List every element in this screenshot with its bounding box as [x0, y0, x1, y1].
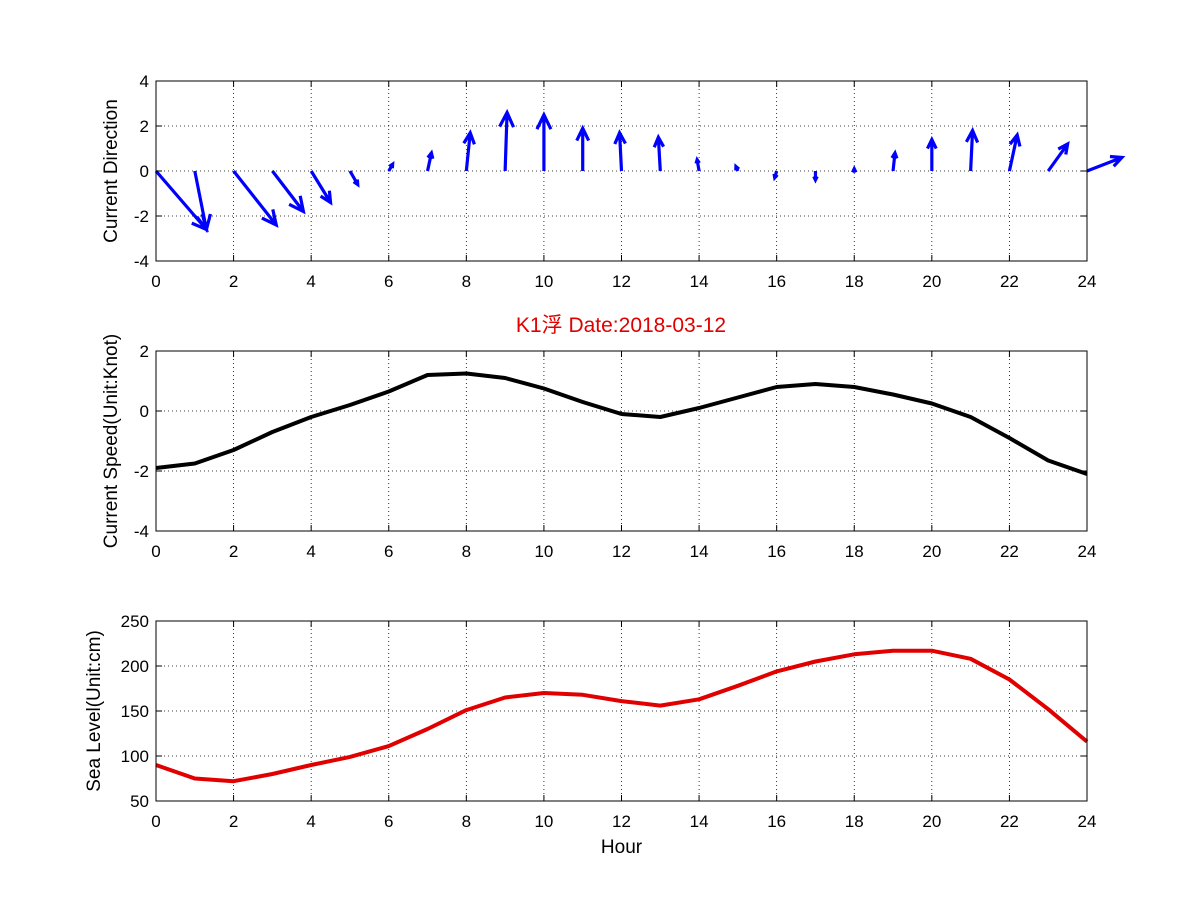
y-tick-label: 250 — [121, 612, 149, 631]
direction-arrow — [812, 171, 819, 184]
x-tick-label: 12 — [612, 812, 631, 831]
direction-arrow — [462, 129, 476, 172]
x-tick-label: 2 — [229, 272, 238, 291]
x-tick-label: 12 — [612, 542, 631, 561]
x-tick-label: 16 — [767, 272, 786, 291]
x-tick-label: 16 — [767, 812, 786, 831]
direction-arrow — [535, 111, 553, 171]
direction-arrow — [1007, 131, 1022, 172]
y-tick-label: -4 — [134, 252, 149, 271]
x-tick-label: 0 — [151, 272, 160, 291]
y-axis-label: Current Direction — [101, 99, 122, 243]
x-tick-label: 20 — [922, 542, 941, 561]
direction-arrow — [575, 124, 591, 171]
x-tick-label: 10 — [534, 812, 553, 831]
y-tick-label: 4 — [140, 72, 149, 91]
x-tick-label: 4 — [306, 542, 315, 561]
x-tick-label: 24 — [1078, 272, 1097, 291]
y-axis-label: Current Speed(Unit:Knot) — [101, 334, 122, 548]
y-tick-label: 0 — [140, 402, 149, 421]
x-tick-label: 12 — [612, 272, 631, 291]
y-axis-label: Sea Level(Unit:cm) — [84, 630, 105, 792]
y-tick-label: -2 — [134, 462, 149, 481]
direction-arrow — [613, 129, 627, 172]
y-tick-label: -4 — [134, 522, 149, 541]
x-tick-label: 4 — [306, 272, 315, 291]
direction-arrow — [890, 149, 899, 172]
direction-arrow — [387, 161, 395, 172]
x-tick-label: 20 — [922, 272, 941, 291]
x-tick-label: 22 — [1000, 812, 1019, 831]
y-tick-label: 150 — [121, 702, 149, 721]
direction-arrow — [652, 133, 666, 172]
x-axis-label: Hour — [601, 837, 643, 858]
direction-arrow — [498, 108, 516, 172]
x-tick-label: 6 — [384, 542, 393, 561]
x-tick-label: 18 — [845, 542, 864, 561]
x-tick-label: 14 — [690, 542, 709, 561]
x-tick-label: 18 — [845, 812, 864, 831]
y-tick-label: 2 — [140, 342, 149, 361]
direction-arrow — [851, 165, 858, 174]
x-tick-label: 0 — [151, 542, 160, 561]
direction-arrow — [694, 156, 701, 172]
x-tick-label: 0 — [151, 812, 160, 831]
x-tick-label: 10 — [534, 272, 553, 291]
direction-arrow — [772, 170, 779, 182]
direction-arrow — [309, 170, 333, 206]
direction-arrow — [926, 135, 938, 171]
y-tick-label: 100 — [121, 747, 149, 766]
x-tick-label: 16 — [767, 542, 786, 561]
y-tick-label: 50 — [130, 792, 149, 811]
x-tick-label: 8 — [462, 272, 471, 291]
x-tick-label: 4 — [306, 812, 315, 831]
x-tick-label: 20 — [922, 812, 941, 831]
x-tick-label: 14 — [690, 812, 709, 831]
x-tick-label: 8 — [462, 812, 471, 831]
x-tick-label: 24 — [1078, 812, 1097, 831]
y-tick-label: 200 — [121, 657, 149, 676]
x-tick-label: 22 — [1000, 272, 1019, 291]
direction-arrow — [734, 163, 741, 172]
series-line — [155, 648, 1089, 784]
series-line — [155, 371, 1088, 476]
x-tick-label: 24 — [1078, 542, 1097, 561]
x-tick-label: 6 — [384, 272, 393, 291]
direction-arrow — [193, 170, 212, 234]
x-tick-label: 18 — [845, 272, 864, 291]
direction-arrow — [964, 126, 980, 172]
direction-arrow — [1046, 141, 1070, 172]
x-tick-label: 6 — [384, 812, 393, 831]
direction-arrow — [348, 170, 360, 188]
y-tick-label: 0 — [140, 162, 149, 181]
plot-area — [156, 351, 1087, 531]
direction-arrow — [232, 170, 279, 228]
chart-title: K1浮 Date:2018-03-12 — [516, 314, 726, 337]
x-tick-label: 14 — [690, 272, 709, 291]
x-tick-label: 2 — [229, 542, 238, 561]
y-tick-label: -2 — [134, 207, 149, 226]
x-tick-label: 8 — [462, 542, 471, 561]
direction-arrow — [1086, 154, 1126, 173]
direction-arrow — [425, 149, 435, 172]
x-tick-label: 22 — [1000, 542, 1019, 561]
x-tick-label: 10 — [534, 542, 553, 561]
direction-arrow — [271, 170, 306, 215]
x-tick-label: 2 — [229, 812, 238, 831]
y-tick-label: 2 — [140, 117, 149, 136]
